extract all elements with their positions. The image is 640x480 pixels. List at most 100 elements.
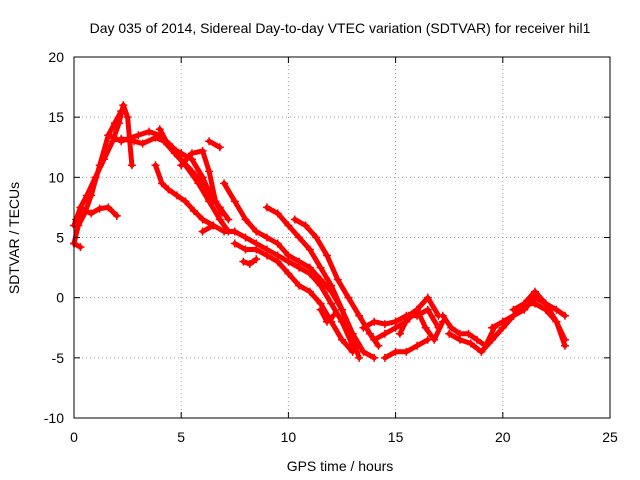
series-arc-q [316,305,338,326]
series-band [71,108,124,246]
data-point [329,311,338,320]
data-point [209,221,218,230]
x-tick-label: 20 [495,429,511,445]
series-band [73,204,120,222]
data-point [284,221,293,230]
data-point [348,347,357,356]
data-point [168,143,177,152]
data-point [344,293,353,302]
y-tick-label: -5 [52,350,65,366]
data-point [380,320,389,329]
data-point [380,329,389,338]
x-tick-label: 10 [281,429,297,445]
y-tick-label: 10 [48,169,64,185]
data-point [205,137,214,146]
data-point [130,137,139,146]
series-arc-n [239,255,261,268]
data-point [230,197,239,206]
data-point [477,347,486,356]
data-point [273,209,282,218]
series-arc-y [509,299,569,350]
data-point [117,134,126,143]
series-band [71,102,135,228]
data-point [241,233,250,242]
data-point [224,215,233,224]
data-point [104,131,113,140]
data-point [333,275,342,284]
series-band [397,307,446,343]
data-point [423,293,432,302]
data-point [322,251,331,260]
data-point [252,245,261,254]
data-point [295,281,304,290]
data-point [127,161,136,170]
x-tick-label: 5 [177,429,185,445]
data-point [455,335,464,344]
data-point [359,323,368,332]
data-point [374,341,383,350]
series-arc-c [72,203,121,224]
data-point [327,281,336,290]
y-tick-label: 5 [56,230,64,246]
data-point [552,317,561,326]
series-arc-o [262,203,379,362]
data-point [241,215,250,224]
data-point [430,335,439,344]
data-point [187,149,196,158]
data-point [241,245,250,254]
data-point [316,275,325,284]
data-point [252,255,261,264]
data-point [370,335,379,344]
data-point [198,179,207,188]
data-point [117,107,126,116]
data-point [187,167,196,176]
series-arc-j [205,137,224,152]
data-point [438,311,447,320]
data-point [423,305,432,314]
data-point [151,161,160,170]
data-point [123,113,132,122]
data-point [155,125,164,134]
series-band [206,138,223,150]
data-point [262,203,271,212]
data-point [509,305,518,314]
data-point [190,207,199,216]
data-point [402,347,411,356]
data-point [87,209,96,218]
chart-title: Day 035 of 2014, Sidereal Day-to-day VTE… [90,20,591,36]
data-point [112,211,121,220]
data-point [162,137,171,146]
data-point [95,161,104,170]
data-point [348,329,357,338]
data-point [252,227,261,236]
series-arc-g [151,161,218,230]
data-point [488,335,497,344]
data-point [198,227,207,236]
data-point [239,257,248,266]
data-point [72,215,81,224]
data-marks [70,101,569,362]
data-point [205,167,214,176]
data-point [95,204,104,213]
data-point [262,233,271,242]
data-point [284,251,293,260]
data-point [355,353,364,362]
data-point [220,179,229,188]
data-point [380,353,389,362]
data-point [391,347,400,356]
data-point [157,179,166,188]
data-point [466,339,475,348]
data-point [245,259,254,268]
data-point [220,227,229,236]
data-point [295,257,304,266]
x-tick-label: 25 [602,429,618,445]
data-point [305,245,314,254]
data-point [301,221,310,230]
data-point [104,203,113,212]
data-point [560,311,569,320]
data-point [421,323,430,332]
y-axis-label: SDTVAR / TECUs [6,182,22,294]
data-point [177,161,186,170]
data-point [413,305,422,314]
data-point [164,185,173,194]
